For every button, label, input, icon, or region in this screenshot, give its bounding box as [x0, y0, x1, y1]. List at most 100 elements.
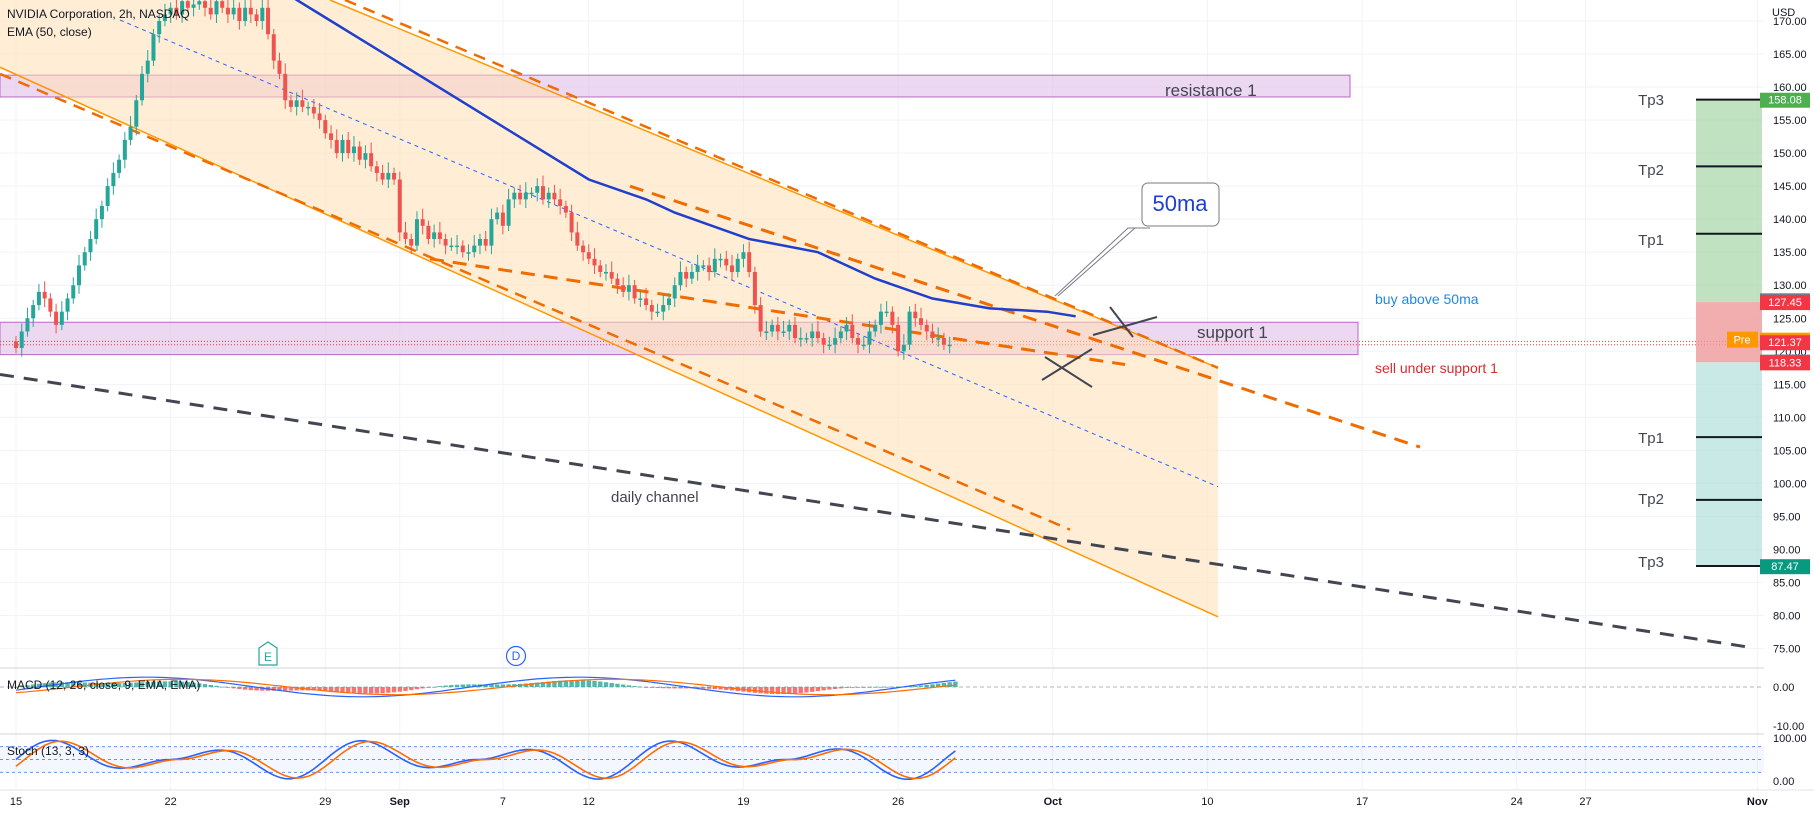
currency-label: USD — [1772, 7, 1796, 19]
macd-histogram-bar — [208, 684, 213, 687]
candle-body — [31, 305, 36, 319]
target-label-short: Tp1 — [1638, 430, 1664, 447]
candle-body — [283, 73, 288, 101]
macd-histogram-bar — [557, 680, 563, 687]
candle-body — [821, 338, 826, 345]
candle-body — [586, 252, 591, 259]
target-label-long: Tp1 — [1638, 232, 1664, 249]
price-tick: 100.00 — [1773, 478, 1807, 490]
candle-body — [19, 331, 24, 348]
macd-histogram-bar — [878, 686, 884, 688]
candle-body — [197, 1, 202, 5]
candle-body — [477, 238, 482, 246]
cross-mark-up — [1109, 306, 1134, 338]
channel-midline — [119, 19, 1219, 488]
candle-body — [701, 265, 706, 267]
candle-body — [644, 298, 649, 306]
ema-50-line — [294, 0, 1076, 318]
macd-histogram-bar — [586, 680, 591, 687]
candle-body — [936, 338, 941, 340]
candles — [14, 0, 952, 360]
macd-histogram-bar — [936, 683, 941, 687]
candle-body — [919, 318, 924, 325]
macd-histogram-bar — [483, 684, 488, 687]
candle-body — [810, 331, 815, 339]
price-tick: 80.00 — [1773, 611, 1801, 623]
candle-body — [71, 285, 76, 299]
candle-body — [638, 298, 643, 300]
stoch-legend[interactable]: Stoch (13, 3, 3) — [7, 744, 90, 758]
macd-histogram-bar — [431, 686, 437, 688]
candle-body — [311, 106, 316, 114]
macd-histogram-bar — [363, 687, 368, 694]
candle-body — [563, 205, 568, 213]
macd-histogram-bar — [890, 686, 895, 688]
macd-histogram-bar — [168, 681, 173, 687]
macd-histogram-bar — [386, 687, 391, 693]
macd-histogram-bar — [752, 687, 758, 693]
candle-body — [363, 153, 368, 160]
candle-body — [329, 133, 334, 140]
candle-body — [105, 186, 110, 206]
candle-body — [518, 192, 523, 200]
price-axis[interactable]: 170.00 165.00 160.00 155.00 150.00 145.00 140.… — [1727, 0, 1814, 813]
macd-histogram-bar — [712, 687, 718, 690]
macd-histogram-bar — [157, 681, 162, 687]
candle-body — [941, 338, 946, 345]
channel-top-dashed — [344, 0, 1219, 369]
support-label: support 1 — [1197, 323, 1268, 342]
candle-body — [25, 318, 30, 332]
candle-body — [300, 100, 305, 107]
cross-mark-down — [1041, 348, 1093, 381]
candle-body — [712, 258, 717, 273]
candle-body — [540, 186, 545, 200]
macd-legend[interactable]: MACD (12, 26, close, 9, EMA, EMA) — [7, 678, 201, 692]
macd-pane: 0.00 -10.00 — [0, 676, 1804, 733]
macd-histogram-bar — [821, 687, 826, 691]
candle-body — [689, 272, 694, 279]
candle-body — [174, 7, 179, 15]
channels — [0, 0, 1746, 649]
macd-histogram-bar — [552, 681, 557, 687]
target-label-long: Tp2 — [1638, 162, 1664, 179]
profit-zone-long — [1696, 99, 1762, 303]
macd-histogram-bar — [598, 681, 603, 687]
time-tick: 24 — [1511, 796, 1523, 808]
candle-body — [598, 265, 603, 273]
candle-body — [907, 311, 912, 345]
symbol-title[interactable]: NVIDIA Corporation, 2h, NASDAQ — [7, 7, 190, 21]
price-tick: 110.00 — [1773, 412, 1806, 424]
macd-histogram-bar — [151, 681, 156, 687]
macd-histogram-bar — [787, 687, 792, 694]
macd-histogram-bar — [414, 687, 420, 690]
macd-histogram-bar — [260, 687, 265, 691]
candle-body — [747, 252, 752, 273]
macd-histogram-bar — [861, 687, 866, 688]
candle-body — [351, 146, 356, 154]
price-tag-text: 118.33 — [1769, 357, 1802, 369]
candle-body — [649, 305, 654, 312]
candle-body — [420, 219, 425, 226]
ema-legend[interactable]: EMA (50, close) — [7, 25, 92, 39]
macd-histogram-bar — [374, 687, 380, 694]
macd-histogram-bar — [185, 682, 191, 687]
macd-histogram-bar — [437, 686, 443, 687]
candle-body — [827, 344, 832, 347]
macd-histogram-bar — [288, 687, 294, 691]
macd-histogram-bar — [25, 685, 30, 687]
candle-body — [752, 272, 757, 306]
candle-body — [54, 311, 59, 325]
candle-body — [14, 341, 18, 348]
target-box: Tp1 Tp2 Tp3 Tp1 Tp2 Tp3 — [1638, 92, 1762, 571]
macd-histogram-bar — [357, 687, 362, 694]
candle-body — [426, 225, 431, 239]
macd-histogram-bar — [706, 687, 712, 689]
candle-body — [271, 34, 276, 61]
channel-bottom — [0, 66, 1219, 618]
candle-body — [374, 166, 379, 173]
macd-histogram-bar — [769, 687, 775, 694]
candle-body — [466, 252, 471, 254]
macd-histogram-bar — [655, 687, 660, 689]
time-axis[interactable]: 15 22 29 Sep 7 12 19 26 Oct 10 17 24 27 Nov — [0, 789, 1814, 808]
